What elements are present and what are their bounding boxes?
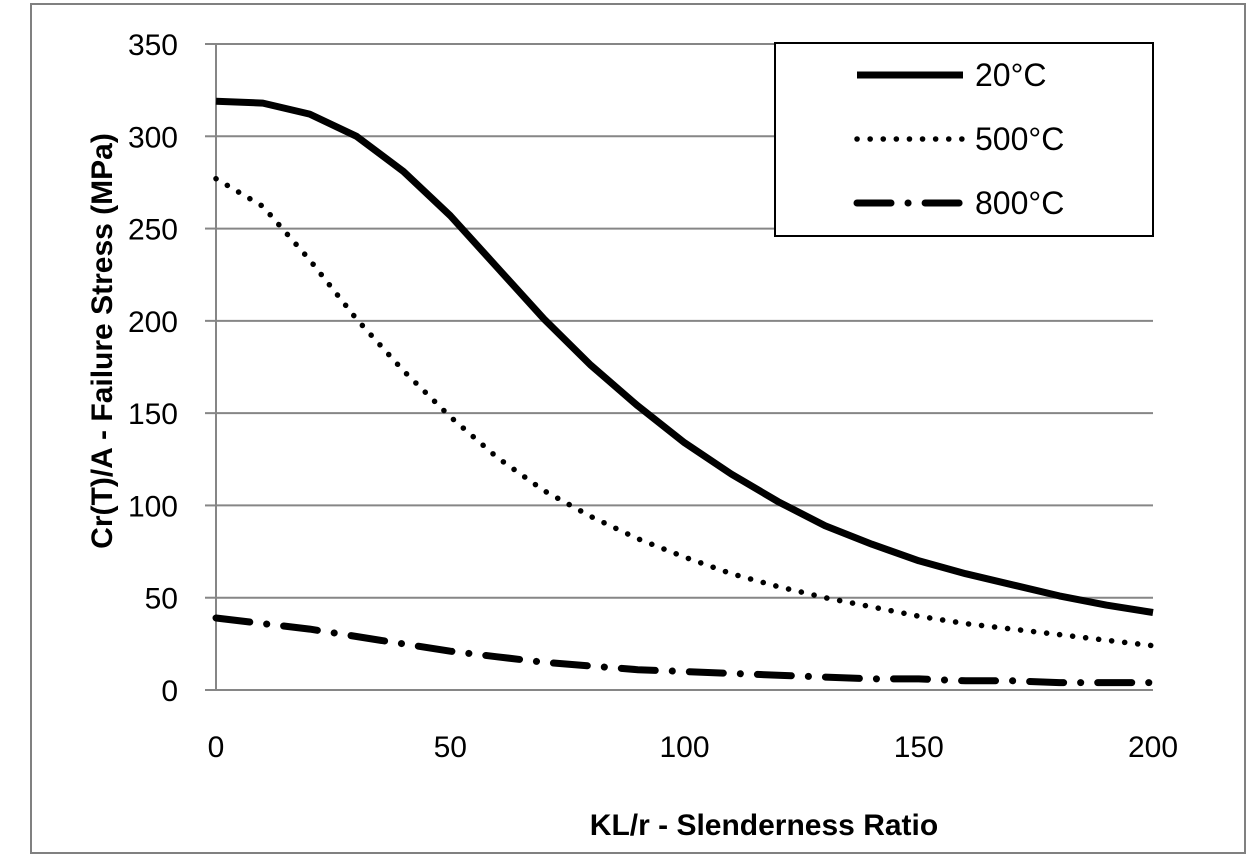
x-tick-label: 0 [208,731,225,764]
x-tick-label: 150 [894,731,944,764]
x-tick-label: 100 [659,731,709,764]
series-line-1 [215,97,1154,616]
series-line-2 [213,175,1156,649]
y-axis-title: Cr(T)/A - Failure Stress (MPa) [86,133,119,549]
y-tick-label: 0 [161,675,178,708]
y-tick-label: 100 [128,490,178,523]
legend-label-3: 800°C [975,185,1064,221]
series-lines [212,97,1157,687]
y-tick-label: 250 [128,214,178,247]
series-line-3 [212,614,1157,687]
y-tick-label: 50 [145,583,178,616]
legend-label-2: 500°C [975,121,1064,157]
x-tick-labels: 0 50 100 150 200 [208,731,1178,764]
axes [205,43,1153,691]
x-tick-label: 50 [434,731,467,764]
legend-label-1: 20°C [975,57,1047,93]
y-tick-label: 200 [128,306,178,339]
y-tick-label: 300 [128,121,178,154]
y-tick-label: 150 [128,398,178,431]
legend: 20°C 500°C 800°C [774,42,1154,237]
x-tick-label: 200 [1128,731,1178,764]
y-tick-label: 350 [128,29,178,62]
x-axis-title: KL/r - Slenderness Ratio [590,809,938,842]
y-tick-labels: 0 50 100 150 200 250 300 350 [128,29,178,708]
